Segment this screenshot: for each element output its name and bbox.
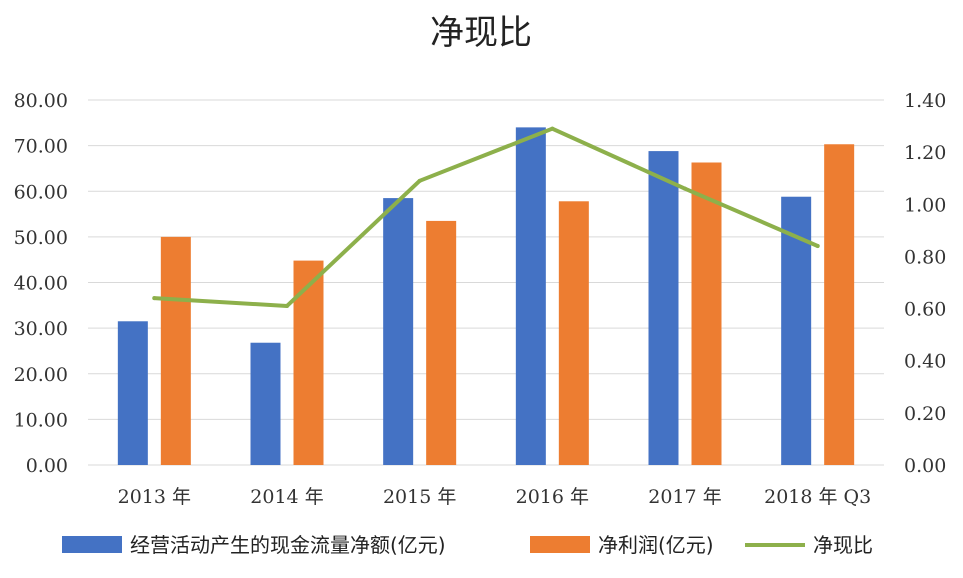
y-left-tick-label: 70.00 bbox=[14, 136, 68, 158]
bar-series-1-4 bbox=[691, 162, 722, 465]
bar-series-1-0 bbox=[160, 236, 191, 465]
line-point-3 bbox=[550, 126, 555, 131]
line-point-4 bbox=[683, 186, 687, 191]
ratio-line bbox=[152, 126, 820, 308]
bars bbox=[117, 127, 855, 465]
x-tick-label: 2014 年 bbox=[250, 486, 323, 508]
y-axis-left: 0.00 10.00 20.00 30.00 40.00 50.00 60.00 70.00 8… bbox=[14, 90, 68, 477]
x-tick-label: 2017 年 bbox=[648, 486, 721, 508]
y-right-tick-label: 0.60 bbox=[904, 299, 946, 321]
bar-series-0-0 bbox=[117, 321, 148, 465]
gridlines bbox=[88, 99, 884, 466]
y-left-tick-label: 20.00 bbox=[14, 364, 68, 386]
line-series-2 bbox=[152, 126, 820, 308]
y-left-tick-label: 10.00 bbox=[14, 409, 68, 431]
bar-series-1-3 bbox=[558, 201, 589, 465]
y-right-tick-label: 1.20 bbox=[904, 142, 946, 164]
y-left-tick-label: 30.00 bbox=[14, 318, 68, 340]
y-left-tick-label: 50.00 bbox=[14, 227, 68, 249]
y-right-tick-label: 0.20 bbox=[904, 403, 946, 425]
legend-label-1: 净利润(亿元) bbox=[598, 533, 714, 557]
x-tick-label: 2013 年 bbox=[118, 486, 191, 508]
legend-swatch-1 bbox=[530, 536, 590, 553]
x-tick-label: 2016 年 bbox=[516, 486, 589, 508]
line-point-0 bbox=[152, 296, 157, 301]
legend: 经营活动产生的现金流量净额(亿元) 净利润(亿元) 净现比 bbox=[62, 533, 873, 557]
y-left-tick-label: 0.00 bbox=[26, 455, 68, 477]
bar-series-1-2 bbox=[426, 220, 457, 465]
bar-series-0-2 bbox=[383, 198, 414, 465]
line-point-2 bbox=[417, 178, 422, 183]
y-axis-right: 0.00 0.20 0.40 0.60 0.80 1.00 1.20 1.40 bbox=[904, 90, 946, 477]
y-right-tick-label: 1.40 bbox=[904, 90, 946, 112]
legend-label-0: 经营活动产生的现金流量净额(亿元) bbox=[130, 533, 446, 557]
x-tick-label: 2015 年 bbox=[383, 486, 456, 508]
line-point-1 bbox=[285, 303, 289, 308]
y-right-tick-label: 0.80 bbox=[904, 246, 946, 268]
line-point-5 bbox=[815, 244, 820, 248]
y-left-tick-label: 60.00 bbox=[14, 181, 68, 203]
y-right-tick-label: 0.40 bbox=[904, 351, 946, 373]
x-axis: 2013 年 2014 年 2015 年 2016 年 2017 年 2018 年 Q3 bbox=[118, 486, 872, 508]
bar-series-0-3 bbox=[515, 127, 546, 465]
y-right-tick-label: 1.00 bbox=[904, 194, 946, 216]
legend-label-2: 净现比 bbox=[813, 533, 873, 557]
bar-series-1-5 bbox=[824, 144, 855, 465]
y-left-tick-label: 40.00 bbox=[14, 273, 68, 295]
x-tick-label: 2018 年 Q3 bbox=[764, 486, 871, 508]
bar-series-0-1 bbox=[250, 342, 281, 465]
chart-title: 净现比 bbox=[430, 13, 532, 53]
bar-series-0-4 bbox=[648, 151, 679, 465]
y-left-tick-label: 80.00 bbox=[14, 90, 68, 112]
y-right-tick-label: 0.00 bbox=[904, 455, 946, 477]
legend-swatch-0 bbox=[62, 536, 122, 553]
bar-series-1-1 bbox=[293, 260, 324, 465]
